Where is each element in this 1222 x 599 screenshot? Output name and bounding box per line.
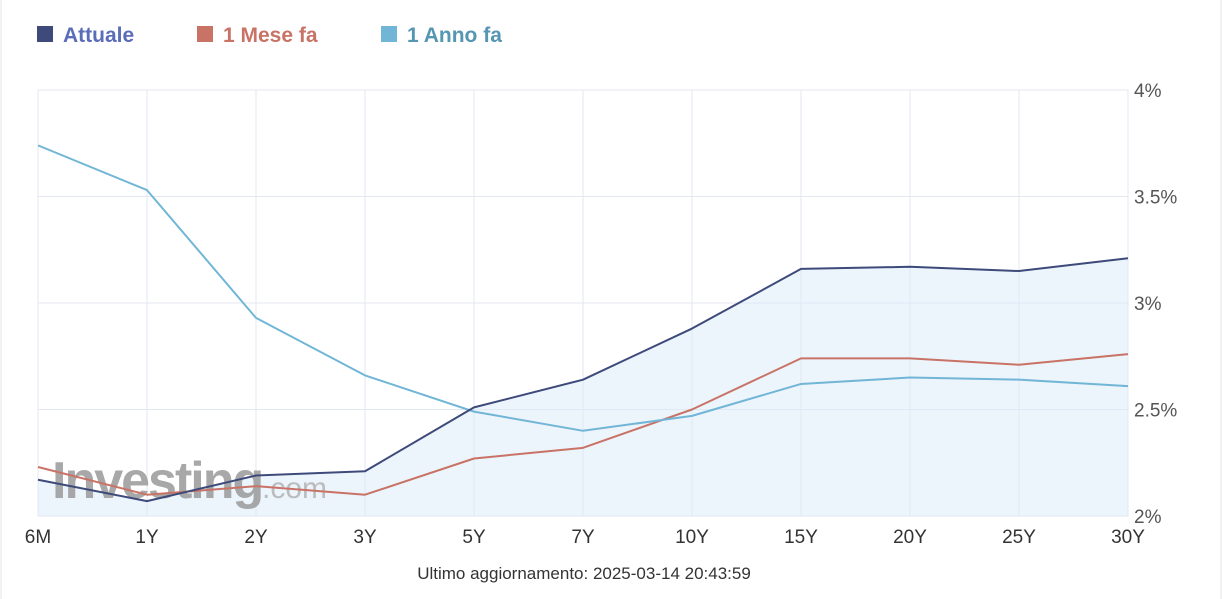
grid xyxy=(37,89,1129,517)
x-tick-label: 6M xyxy=(25,527,51,548)
series-area-attuale xyxy=(38,258,1128,516)
x-axis-ticks: 6M 1Y 2Y 3Y 5Y 7Y 10Y 15Y 20Y 25Y 30Y xyxy=(25,527,1145,548)
series-line-1-anno-fa xyxy=(37,144,1129,432)
legend-item-1-anno-fa[interactable]: 1 Anno fa xyxy=(381,24,502,47)
x-tick-label: 1Y xyxy=(135,527,159,548)
series-lines xyxy=(37,144,1129,503)
x-tick-label: 7Y xyxy=(571,527,595,548)
x-tick-label: 20Y xyxy=(893,527,927,548)
y-tick-label: 4% xyxy=(1134,81,1162,102)
y-tick-label: 2% xyxy=(1134,507,1162,528)
x-tick-label: 10Y xyxy=(675,527,709,548)
y-axis-ticks: 4% 3.5% 3% 2.5% 2% xyxy=(1134,81,1177,528)
x-tick-label: 30Y xyxy=(1111,527,1145,548)
x-tick-label: 25Y xyxy=(1002,527,1036,548)
series-line-1-mese-fa xyxy=(37,353,1129,496)
x-tick-label: 15Y xyxy=(784,527,818,548)
x-tick-label: 5Y xyxy=(462,527,486,548)
legend-label-1-anno-fa: 1 Anno fa xyxy=(407,24,502,47)
series-line-attuale xyxy=(37,257,1129,503)
x-tick-label: 3Y xyxy=(353,527,377,548)
y-tick-label: 3% xyxy=(1134,294,1162,315)
legend: Attuale 1 Mese fa 1 Anno fa xyxy=(37,24,502,47)
y-tick-label: 2.5% xyxy=(1134,401,1177,422)
legend-item-attuale[interactable]: Attuale xyxy=(37,24,134,47)
legend-swatch-1-anno-fa xyxy=(381,26,397,42)
area-fill-layer xyxy=(38,258,1128,516)
legend-item-1-mese-fa[interactable]: 1 Mese fa xyxy=(197,24,318,47)
legend-label-attuale: Attuale xyxy=(63,24,134,47)
legend-swatch-1-mese-fa xyxy=(197,26,213,42)
y-tick-label: 3.5% xyxy=(1134,188,1177,209)
legend-label-1-mese-fa: 1 Mese fa xyxy=(223,24,318,47)
last-updated: Ultimo aggiornamento: 2025-03-14 20:43:5… xyxy=(417,564,751,583)
x-tick-label: 2Y xyxy=(244,527,268,548)
legend-swatch-attuale xyxy=(37,26,53,42)
